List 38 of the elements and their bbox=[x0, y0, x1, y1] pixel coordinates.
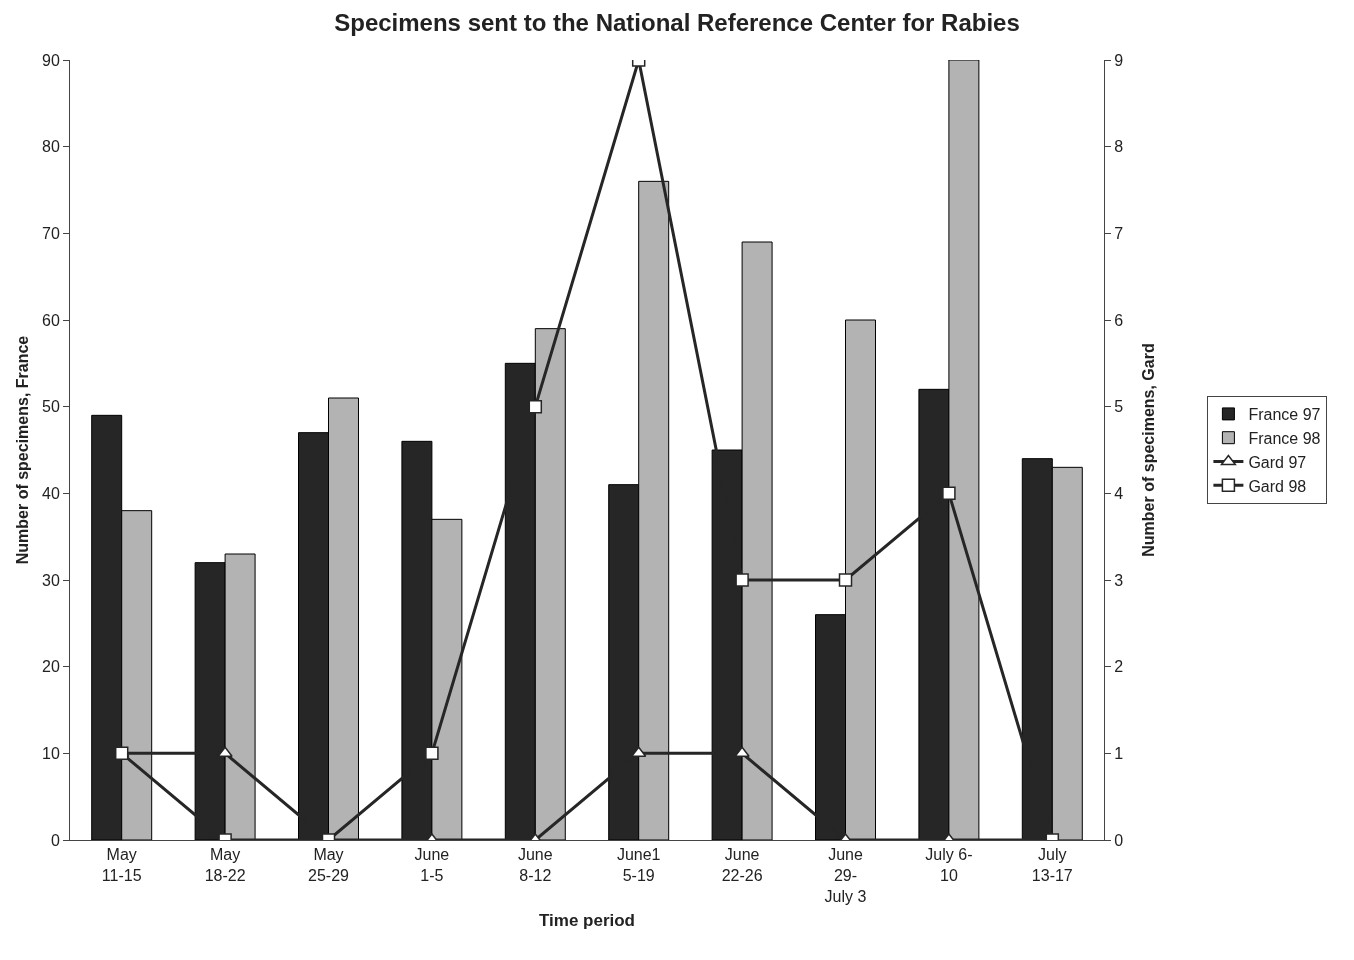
x-tick-label: June 8-12 bbox=[517, 846, 553, 884]
y2-tick-label: 2 bbox=[1114, 658, 1124, 676]
x-tick-label: July 13-17 bbox=[1031, 846, 1073, 884]
legend-label: Gard 97 bbox=[1248, 453, 1307, 471]
y-axis-title: Number of specimens, France bbox=[14, 335, 31, 565]
y-tick-label: 70 bbox=[42, 224, 60, 242]
y-tick-label: 20 bbox=[42, 658, 60, 676]
x-tick-label: June 1-5 bbox=[414, 846, 450, 884]
y2-tick-label: 9 bbox=[1114, 51, 1124, 69]
x-tick-label: July 6- 10 bbox=[925, 846, 973, 884]
legend-label: Gard 98 bbox=[1248, 477, 1307, 495]
y-tick-label: 30 bbox=[42, 571, 60, 589]
y-tick-label: 0 bbox=[50, 831, 60, 849]
y-tick-label: 60 bbox=[42, 311, 60, 329]
y2-tick-label: 4 bbox=[1114, 484, 1124, 502]
y2-tick-label: 7 bbox=[1114, 224, 1124, 242]
y-tick-label: 10 bbox=[42, 744, 60, 762]
x-tick-label: May 18-22 bbox=[204, 846, 246, 884]
y-tick-label: 80 bbox=[42, 138, 60, 156]
x-tick-label: June 22-26 bbox=[721, 846, 763, 884]
x-axis-title: Time period bbox=[538, 911, 636, 931]
y-tick-label: 90 bbox=[42, 51, 60, 69]
legend-label: France 98 bbox=[1248, 429, 1321, 447]
y2-tick-label: 8 bbox=[1114, 138, 1124, 156]
x-tick-label: May 11-15 bbox=[101, 846, 142, 884]
legend-label: France 97 bbox=[1248, 406, 1321, 424]
x-tick-label: June1 5-19 bbox=[616, 846, 661, 884]
y2-tick-label: 5 bbox=[1114, 398, 1124, 416]
chart-title: Specimens sent to the National Reference Center for Rabies bbox=[334, 9, 1020, 37]
y2-tick-label: 6 bbox=[1114, 311, 1124, 329]
y2-tick-label: 3 bbox=[1114, 571, 1124, 589]
y-tick-label: 40 bbox=[42, 484, 60, 502]
x-tick-label: June 29- July 3 bbox=[824, 846, 867, 905]
y-tick-label: 50 bbox=[42, 398, 60, 416]
y2-axis-title: Number of specimens, Gard bbox=[1140, 343, 1157, 557]
x-tick-label: May 25-29 bbox=[308, 846, 350, 884]
y2-tick-label: 1 bbox=[1114, 744, 1124, 762]
y2-tick-label: 0 bbox=[1114, 831, 1124, 849]
